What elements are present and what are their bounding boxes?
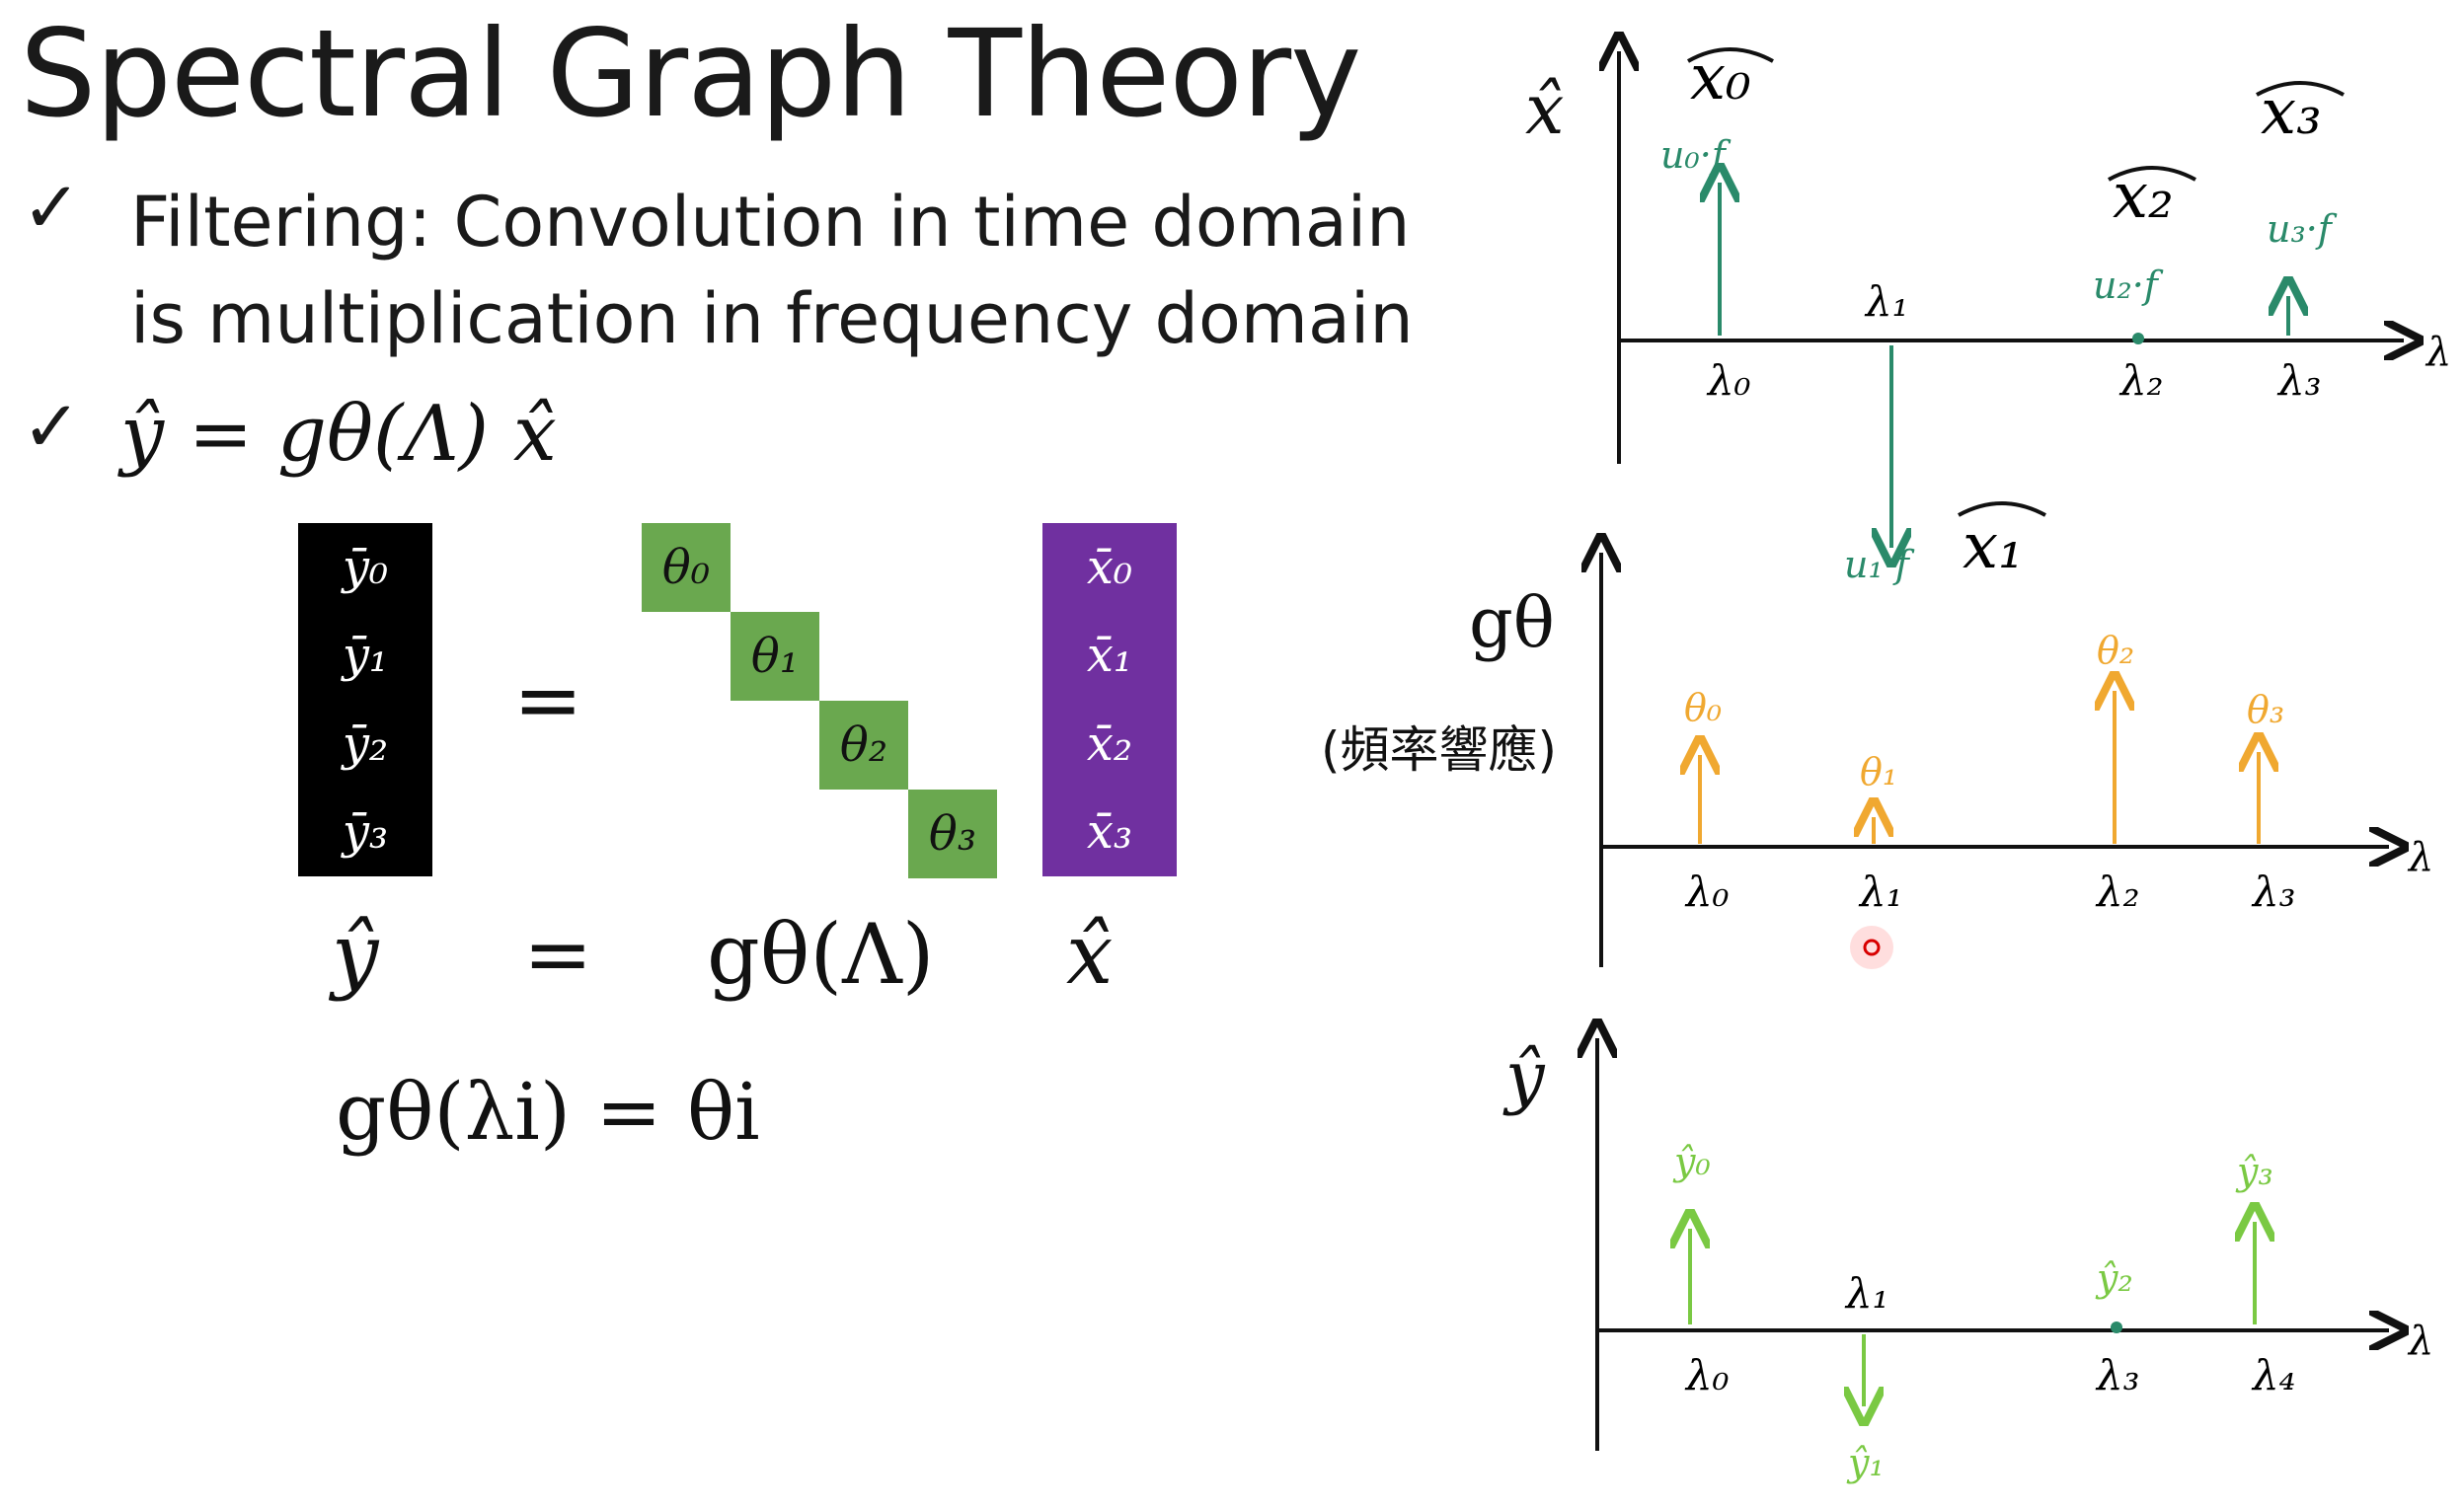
middle-stem-label: θ₀ xyxy=(1684,686,1722,729)
middle-stem-label: θ₂ xyxy=(2097,629,2134,672)
middle-x-axis-name: λ xyxy=(2407,835,2433,880)
x-entry: x̄₃ xyxy=(1086,804,1133,861)
y-entry: ȳ₃ xyxy=(342,804,389,861)
x-entry: x̄₀ xyxy=(1086,539,1133,595)
middle-tick: λ₁ xyxy=(1858,868,1902,916)
equals-sign: = xyxy=(513,651,583,748)
bottom-tick: λ₄ xyxy=(2251,1351,2295,1399)
bottom-tick: λ₃ xyxy=(2095,1351,2139,1399)
top-hat-label: x₂ xyxy=(2113,160,2174,233)
bullet-line-2: is multiplication in frequency domain xyxy=(130,278,1414,359)
y-entry: ȳ₀ xyxy=(342,539,389,595)
bottom-stem-label: ŷ₂ xyxy=(2095,1256,2133,1300)
middle-stem-label: θ₁ xyxy=(1860,750,1897,793)
top-plot-axis-label: x̂ xyxy=(1525,69,1565,150)
top-stem-label: u₂·f xyxy=(2093,264,2164,307)
cursor-dot xyxy=(1863,939,1881,956)
frequency-response-caption: (頻率響應) xyxy=(1321,721,1558,779)
filter-equation: ŷ = gθ(Λ) x̂ xyxy=(120,390,557,479)
x-vector: x̄₀ x̄₁ x̄₂ x̄₃ xyxy=(1042,523,1177,876)
top-stem-label: u₁·f xyxy=(1844,543,1915,586)
bottom-stem-label: ŷ₁ xyxy=(1846,1441,1885,1484)
top-tick: λ₀ xyxy=(1706,356,1751,405)
hat-mark xyxy=(1958,501,2046,517)
top-hat-label: x₀ xyxy=(1690,41,1751,114)
bottom-plot-axis-label: ŷ xyxy=(1505,1036,1545,1117)
y-entry: ȳ₁ xyxy=(342,628,389,684)
top-stem-label: u₃·f xyxy=(2267,207,2338,251)
middle-stem-label: θ₃ xyxy=(2247,688,2284,731)
theta-cell: θ₁ xyxy=(731,612,819,701)
top-stem-2-dot xyxy=(2132,333,2144,344)
middle-plot-axis-label: gθ xyxy=(1469,582,1555,663)
label-y-hat: ŷ xyxy=(332,906,379,1003)
response-relation: gθ(λi) = θi xyxy=(336,1066,760,1158)
y-vector: ȳ₀ ȳ₁ ȳ₂ ȳ₃ xyxy=(298,523,432,876)
bottom-tick: λ₀ xyxy=(1684,1351,1730,1399)
slide-title: Spectral Graph Theory xyxy=(20,4,1361,144)
bottom-stem-label: ŷ₀ xyxy=(1672,1140,1711,1183)
theta-cell: θ₀ xyxy=(642,523,731,612)
checkmark-icon: ✓ xyxy=(22,166,82,249)
x-entry: x̄₂ xyxy=(1086,716,1133,772)
cursor-halo xyxy=(1850,926,1893,969)
top-tick: λ₂ xyxy=(2118,356,2163,405)
middle-tick: λ₂ xyxy=(2095,868,2139,916)
top-tick: λ₃ xyxy=(2276,356,2321,405)
x-entry: x̄₁ xyxy=(1086,628,1133,684)
theta-cell: θ₂ xyxy=(819,701,908,790)
bullet-line-1: Filtering: Convolution in time domain xyxy=(130,182,1411,263)
top-x-axis-name: λ xyxy=(2425,330,2451,375)
top-stem-label: u₀·f xyxy=(1660,133,1732,177)
middle-tick: λ₃ xyxy=(2251,868,2295,916)
y-entry: ȳ₂ xyxy=(342,716,389,772)
label-equals: = xyxy=(523,906,593,1003)
theta-cell: θ₃ xyxy=(908,790,997,878)
label-g-theta: gθ(Λ) xyxy=(707,906,935,1003)
hat-mark xyxy=(1687,47,1774,63)
bottom-stem-2-dot xyxy=(2111,1321,2122,1333)
middle-tick: λ₀ xyxy=(1684,868,1730,916)
hat-mark xyxy=(2108,166,2196,182)
bottom-stem-label: ŷ₃ xyxy=(2235,1150,2273,1193)
label-x-hat: x̂ xyxy=(1066,906,1114,1003)
bottom-x-axis-name: λ xyxy=(2407,1319,2433,1364)
bullet-filtering: Filtering: Convolution in time domain is… xyxy=(130,174,1414,367)
top-tick: λ₁ xyxy=(1864,277,1908,326)
hat-mark xyxy=(2256,81,2345,97)
top-hat-label: x₁ xyxy=(1963,510,2024,583)
bottom-tick: λ₁ xyxy=(1844,1269,1888,1318)
checkmark-icon: ✓ xyxy=(22,385,82,468)
